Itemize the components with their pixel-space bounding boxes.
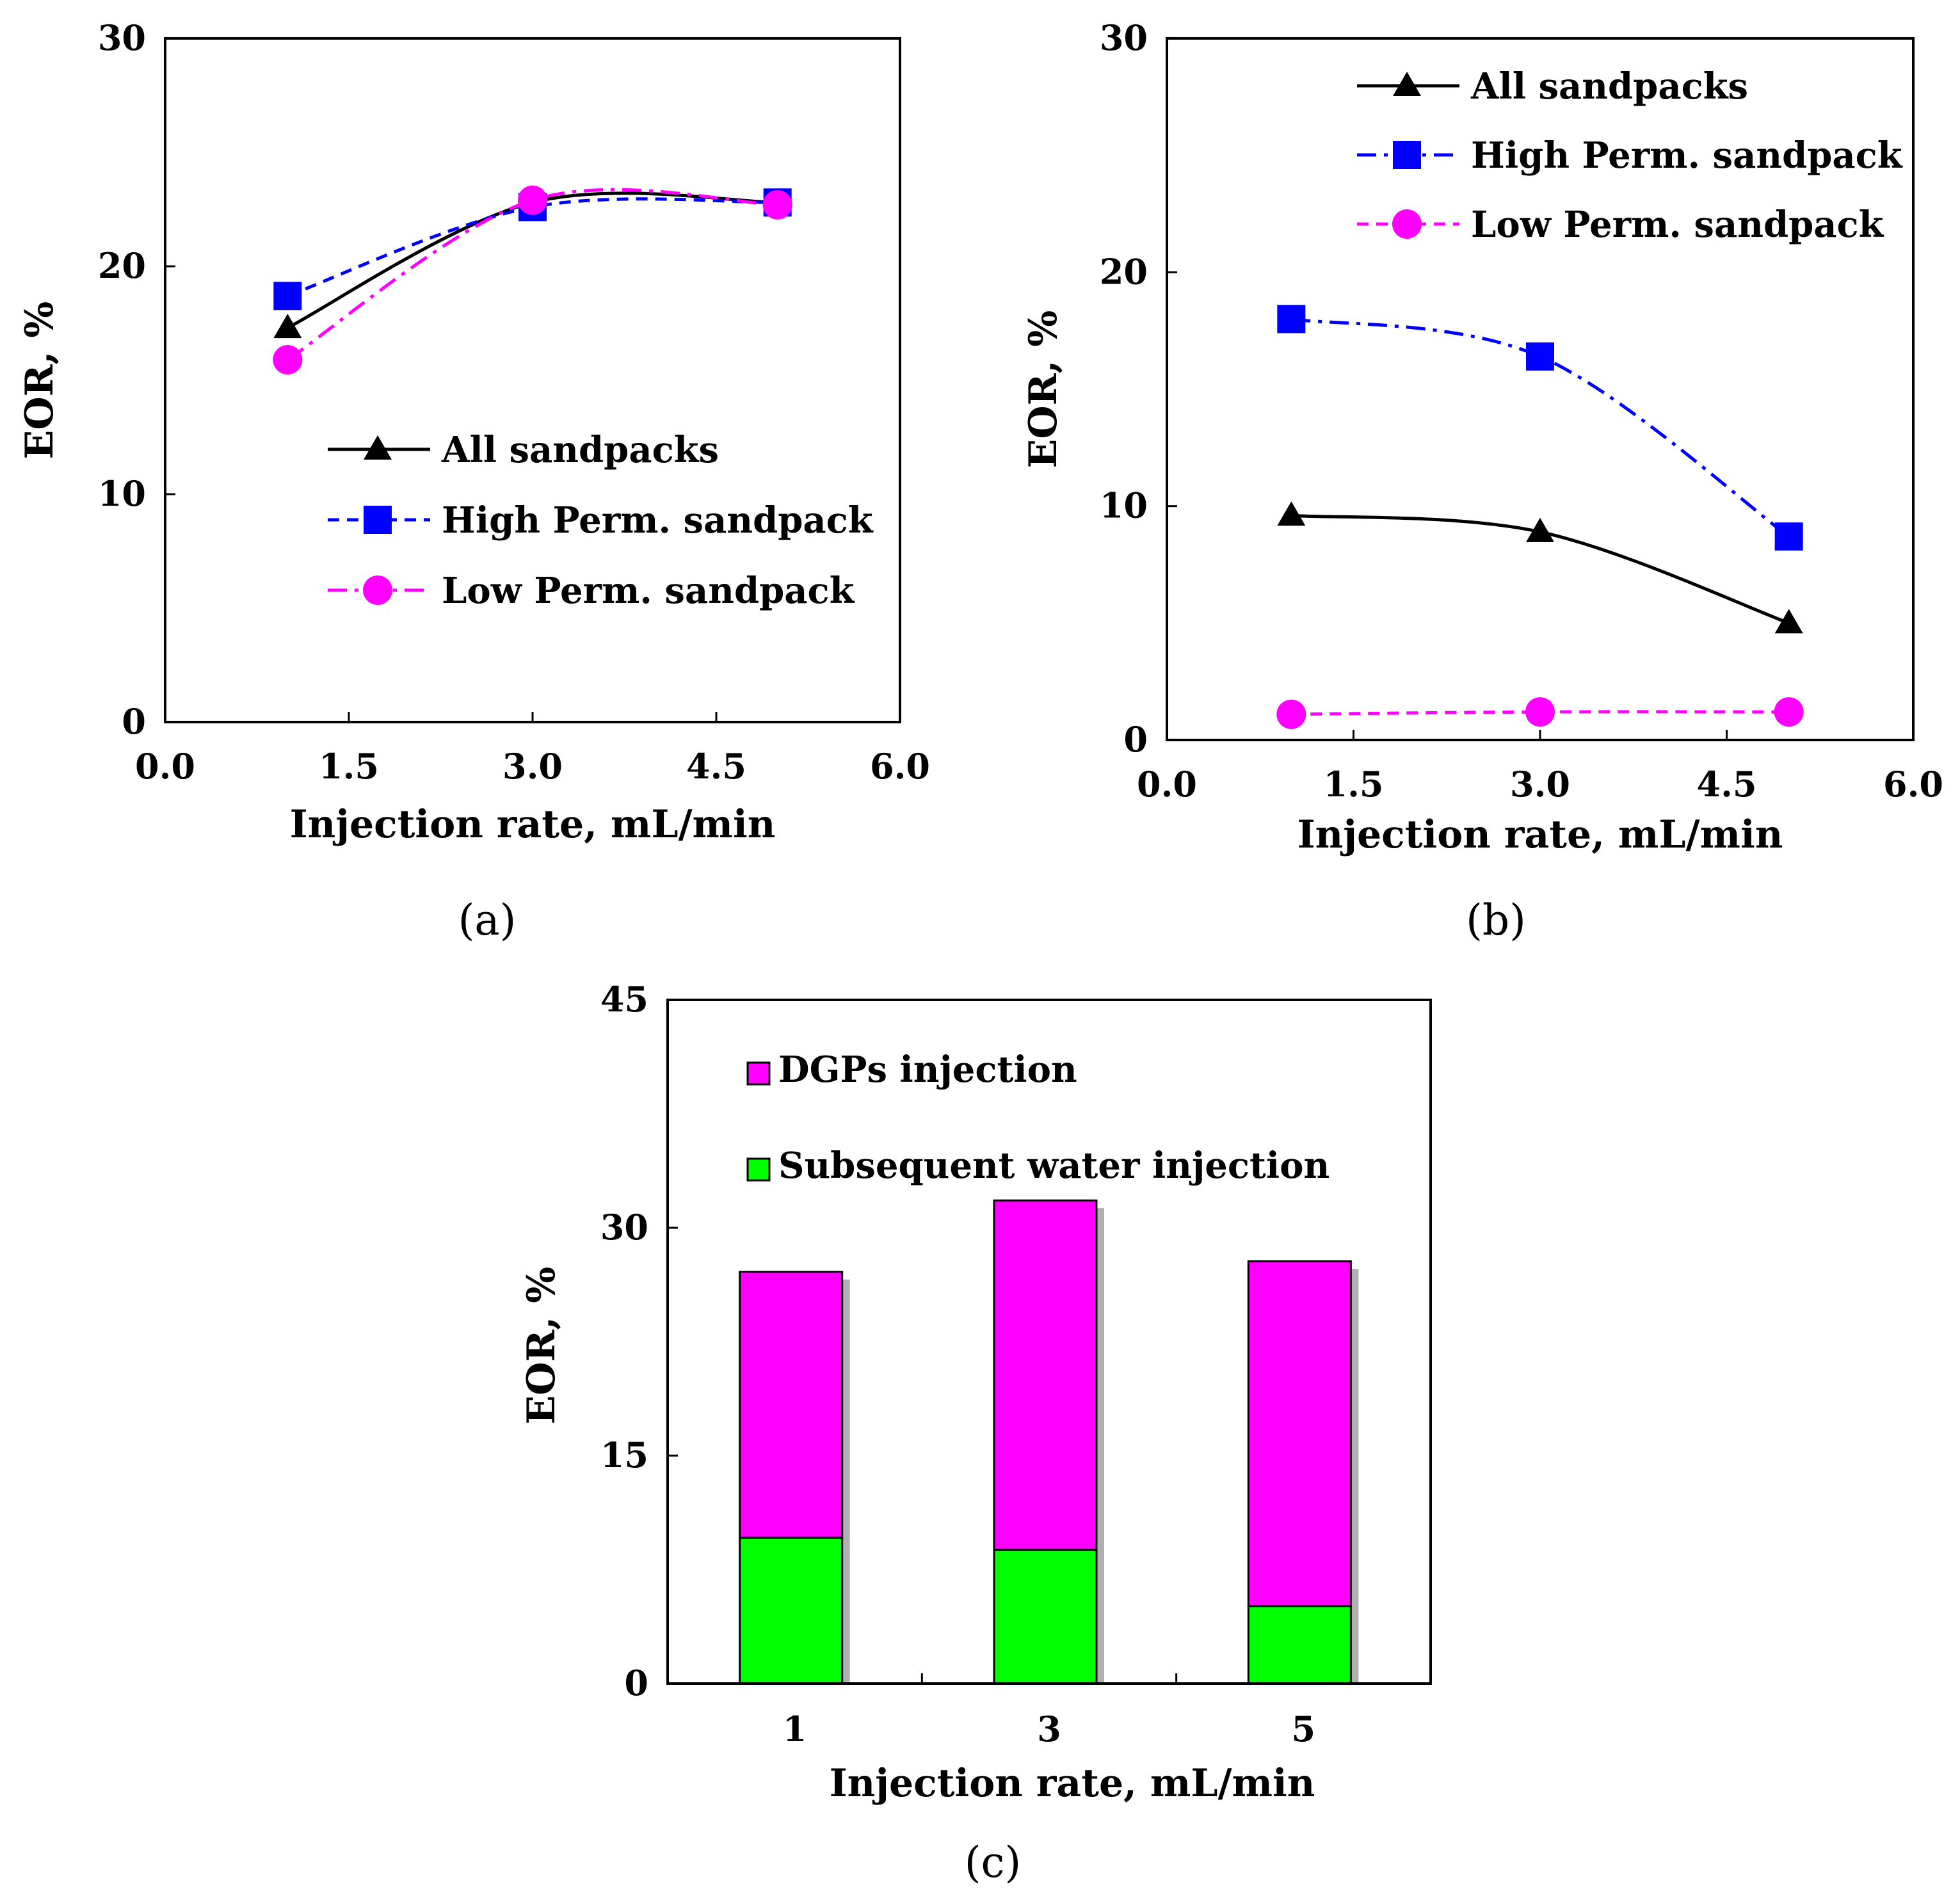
legend-label: Low Perm. sandpack: [442, 570, 855, 612]
x-tick-label: 3.0: [502, 746, 563, 787]
legend-label: DGPs injection: [778, 1049, 1077, 1091]
panel-c-y-ticks: 0 15 30 45: [600, 979, 678, 1703]
bar-segment-1: [739, 1271, 844, 1539]
legend-marker: [364, 435, 392, 460]
legend-label: All sandpacks: [1470, 65, 1748, 108]
panel-b-series: [1276, 305, 1804, 729]
y-tick-label: 20: [98, 245, 146, 286]
panel-b-x-ticks: 0.0 1.5 3.0 4.5 6.0: [1137, 730, 1943, 805]
data-point-2: [1774, 697, 1804, 727]
data-point-2: [762, 189, 792, 220]
x-tick-label: 6.0: [870, 746, 930, 787]
y-tick-label: 20: [1100, 251, 1148, 292]
panel-a-x-axis-label: Injection rate, mL/min: [290, 802, 776, 847]
y-tick-label: 30: [98, 17, 146, 58]
panel-a-legend: All sandpacks High Perm. sandpack Low Perm…: [328, 429, 874, 612]
panel-c-x-ticks: 1 3 5: [783, 1673, 1315, 1749]
x-tick-label: 4.5: [1697, 764, 1757, 805]
x-tick-label: 3: [1037, 1709, 1061, 1749]
x-tick-label: 4.5: [686, 746, 746, 787]
y-tick-label: 15: [600, 1435, 648, 1476]
y-tick-label: 10: [1100, 485, 1148, 526]
y-tick-label: 30: [1100, 17, 1148, 58]
panel-c-x-axis-label: Injection rate, mL/min: [830, 1761, 1315, 1806]
x-tick-label: 5: [1292, 1709, 1316, 1749]
panel-c: 1 3 5 0 15 30 45 DGPs injection Subsequent wat…: [519, 979, 1432, 1887]
x-tick-label: 3.0: [1510, 764, 1570, 805]
data-point-2: [273, 344, 303, 374]
y-tick-label: 30: [600, 1207, 648, 1248]
legend-marker: [1392, 209, 1422, 239]
x-tick-label: 6.0: [1883, 764, 1943, 805]
legend-label: Low Perm. sandpack: [1471, 204, 1884, 246]
panel-b-legend: All sandpacks High Perm. sandpack Low Perm…: [1357, 65, 1903, 246]
data-point-1: [273, 282, 302, 310]
x-tick-label: 1.5: [1324, 764, 1384, 805]
legend-swatch: [746, 1061, 771, 1086]
panel-a-series: [273, 185, 792, 374]
y-tick-label: 10: [98, 473, 146, 514]
bar-segment-0: [739, 1536, 844, 1685]
legend-marker: [1393, 141, 1421, 169]
legend-swatch: [746, 1157, 771, 1182]
data-point-1: [1526, 342, 1554, 371]
legend-marker: [1393, 72, 1421, 96]
legend-marker: [363, 575, 392, 605]
bar-segment-0: [1247, 1605, 1352, 1685]
panel-c-y-axis-label: EOR, %: [519, 1267, 564, 1425]
panel-c-bars: [739, 1199, 1359, 1685]
data-point-0: [1526, 517, 1554, 542]
data-point-0: [273, 314, 302, 339]
data-point-0: [1277, 501, 1306, 526]
panel-b-y-ticks: 0 10 20 30: [1100, 17, 1177, 760]
bar-segment-1: [1247, 1260, 1352, 1607]
y-tick-label: 0: [122, 701, 146, 742]
panel-b-y-axis-label: EOR, %: [1021, 310, 1066, 469]
y-tick-label: 45: [600, 979, 648, 1020]
panel-b-x-axis-label: Injection rate, mL/min: [1297, 812, 1783, 857]
bar-segment-0: [993, 1548, 1098, 1685]
legend-marker: [364, 506, 392, 534]
legend-label: High Perm. sandpack: [1471, 134, 1903, 177]
data-point-1: [1277, 305, 1306, 334]
x-tick-label: 0.0: [1137, 764, 1197, 805]
data-point-2: [518, 185, 547, 215]
legend-label: All sandpacks: [441, 429, 719, 471]
panel-c-plot-frame: [666, 999, 1432, 1685]
y-tick-label: 0: [1123, 719, 1148, 760]
panel-a-x-ticks: 0.0 1.5 3.0 4.5 6.0: [135, 712, 930, 787]
series-line-2: [286, 188, 778, 362]
legend-label: High Perm. sandpack: [442, 499, 874, 542]
panel-a-plot-frame: [164, 37, 901, 723]
panel-b: 0.0 1.5 3.0 4.5 6.0 0 10 20 30 All sandpacks Hig…: [1021, 17, 1943, 945]
panel-a: 0.0 1.5 3.0 4.5 6.0 0 10 20 30 All sandpacks Hig…: [17, 17, 930, 945]
legend-label: Subsequent water injection: [778, 1145, 1329, 1187]
data-point-2: [1276, 699, 1306, 729]
series-line-2: [1291, 710, 1789, 716]
panel-a-y-ticks: 0 10 20 30: [98, 17, 175, 742]
bar-segment-1: [993, 1199, 1098, 1551]
data-point-1: [1774, 522, 1803, 551]
panel-a-y-axis-label: EOR, %: [17, 302, 62, 460]
panel-c-caption: (c): [965, 1838, 1021, 1887]
panel-a-caption: (a): [458, 896, 517, 945]
data-point-2: [1525, 697, 1555, 727]
x-tick-label: 1.5: [319, 746, 379, 787]
data-point-0: [1774, 609, 1803, 634]
x-tick-label: 0.0: [135, 746, 195, 787]
y-tick-label: 0: [624, 1662, 648, 1703]
panel-c-legend: DGPs injection Subsequent water injection: [746, 1049, 1329, 1187]
panel-b-caption: (b): [1466, 896, 1526, 945]
x-tick-label: 1: [783, 1709, 807, 1749]
